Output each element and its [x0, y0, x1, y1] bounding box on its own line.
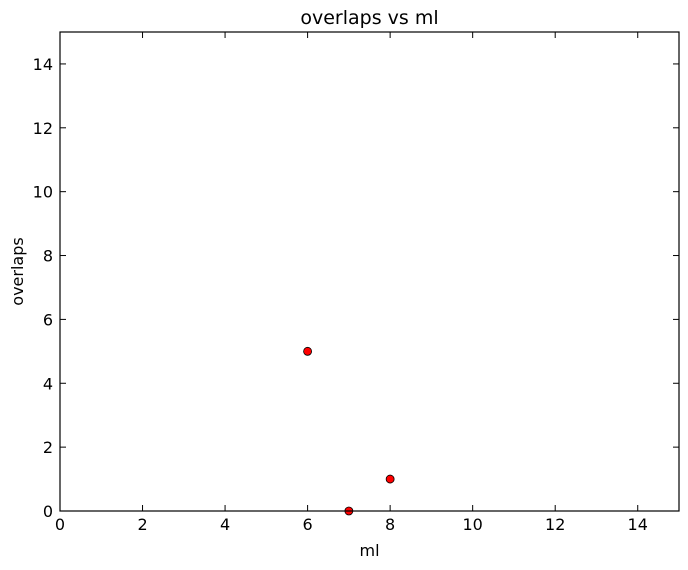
x-tick-label: 14 [628, 515, 648, 534]
data-point [303, 346, 313, 356]
y-tick-label: 14 [33, 55, 53, 74]
x-tick-label: 6 [303, 515, 313, 534]
chart-title: overlaps vs ml [300, 7, 438, 29]
y-tick-label: 10 [33, 183, 53, 202]
x-tick-label: 0 [55, 515, 65, 534]
x-tick-label: 8 [385, 515, 395, 534]
y-tick-label: 0 [43, 502, 53, 521]
points-group [303, 346, 395, 516]
x-tick-label: 10 [462, 515, 482, 534]
y-tick-label: 12 [33, 119, 53, 138]
y-axis-label: overlaps [8, 237, 27, 305]
y-ticks-group: 0 2 4 6 8 10 12 14 [33, 55, 679, 521]
x-tick-label: 4 [220, 515, 230, 534]
y-tick-label: 2 [43, 438, 53, 457]
x-tick-label: 2 [137, 515, 147, 534]
y-tick-label: 6 [43, 310, 53, 329]
y-tick-label: 4 [43, 374, 53, 393]
x-axis-label: ml [359, 541, 379, 560]
x-tick-label: 12 [545, 515, 565, 534]
data-point [385, 474, 395, 484]
y-tick-label: 8 [43, 247, 53, 266]
plot-frame [59, 31, 680, 512]
x-ticks-group: 0 2 4 6 8 10 12 14 [55, 32, 648, 534]
